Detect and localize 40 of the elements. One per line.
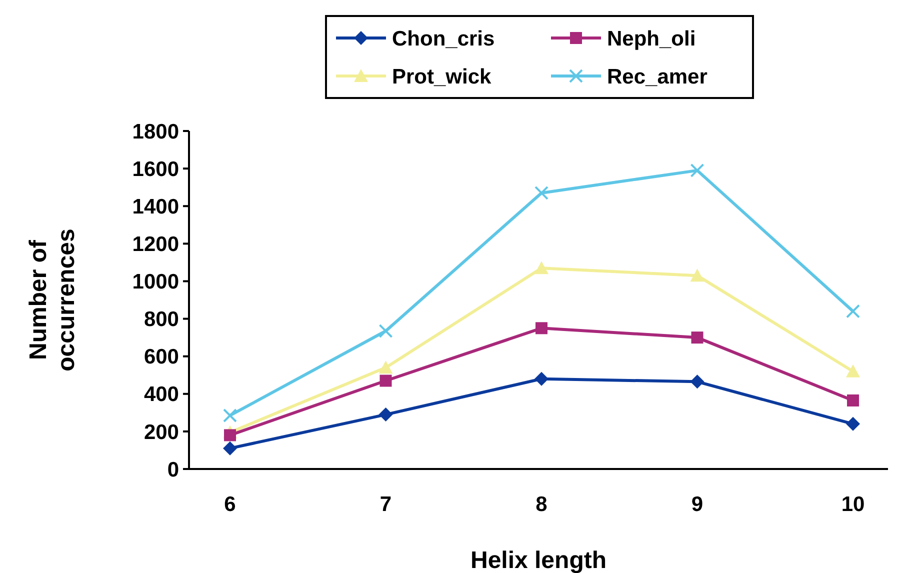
point: [690, 374, 704, 389]
legend-label: Prot_wick: [392, 65, 492, 88]
y-tick-label: 200: [144, 420, 179, 444]
point: [846, 416, 860, 431]
point: [536, 322, 548, 334]
point: [846, 304, 860, 318]
point: [534, 372, 548, 386]
x-tick-label: 6: [224, 493, 236, 516]
x-tick-label: 8: [536, 493, 548, 516]
y-tick-label: 1000: [132, 270, 179, 294]
point: [690, 163, 704, 178]
point: [846, 364, 860, 378]
legend-label: Rec_amer: [607, 65, 708, 88]
legend-label: Neph_oli: [607, 27, 696, 50]
x-tick-label: 9: [691, 493, 704, 516]
y-tick-label: 1600: [132, 158, 179, 181]
y-tick-label: 0: [167, 458, 179, 482]
y-tick-label: 1800: [132, 120, 179, 144]
point: [690, 268, 704, 282]
y-tick-label: 1400: [132, 195, 179, 218]
point: [378, 324, 393, 338]
point: [534, 186, 548, 200]
point: [224, 429, 236, 442]
legend-label: Chon_cris: [392, 27, 495, 50]
point: [378, 360, 393, 374]
y-tick-label: 800: [144, 308, 179, 332]
point: [223, 441, 237, 456]
x-axis-title: Helix length: [470, 547, 607, 573]
point: [534, 261, 548, 274]
point: [378, 408, 393, 422]
y-axis-title: Number of occurrences: [25, 228, 80, 372]
y-tick-label: 1200: [132, 233, 179, 256]
point: [223, 408, 237, 422]
x-tick-label: 10: [841, 493, 865, 516]
point: [380, 374, 392, 387]
y-tick-label: 600: [144, 346, 179, 369]
y-tick-label: 400: [144, 383, 179, 406]
point: [847, 394, 859, 406]
point: [691, 332, 704, 344]
x-tick-label: 7: [380, 493, 392, 516]
